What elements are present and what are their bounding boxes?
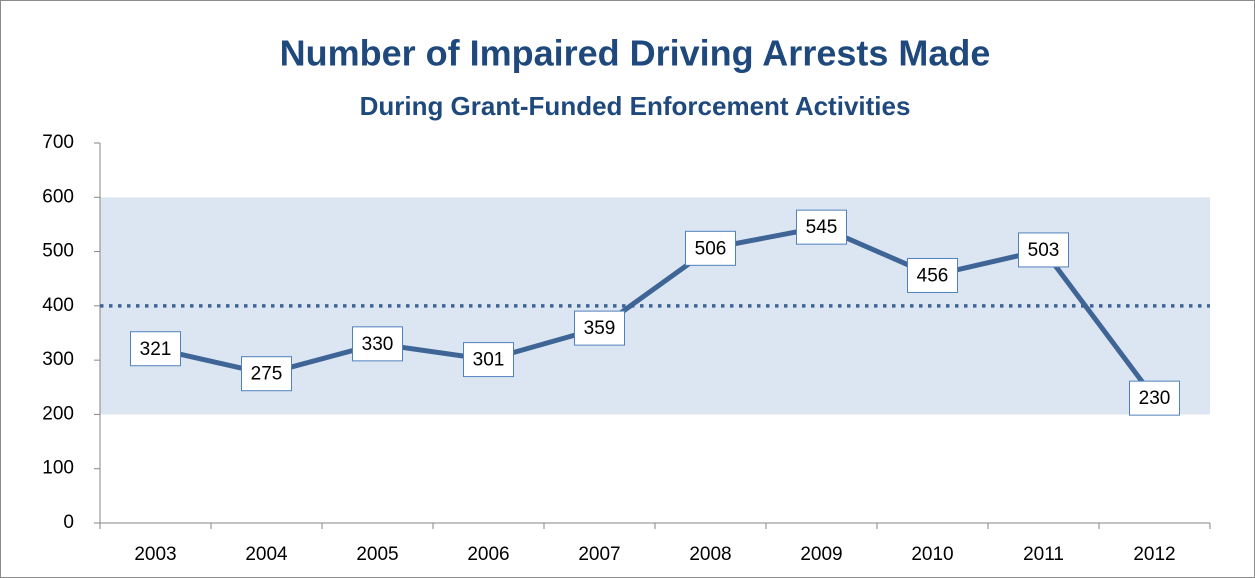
data-label-box	[907, 257, 958, 293]
x-tick-label: 2012	[1133, 544, 1175, 565]
x-tick-label: 2003	[134, 544, 176, 565]
y-tick-label: 0	[63, 512, 74, 533]
data-label: 503	[1028, 240, 1060, 261]
data-label-box	[574, 310, 625, 346]
data-label-box	[1129, 380, 1180, 416]
y-tick-label: 400	[42, 295, 74, 316]
data-label: 330	[362, 334, 394, 355]
x-tick-label: 2007	[578, 544, 620, 565]
x-tick-label: 2004	[245, 544, 288, 565]
data-label-box	[241, 356, 292, 392]
x-tick-label: 2009	[800, 544, 842, 565]
chart-title: Number of Impaired Driving Arrests Made	[280, 33, 991, 74]
y-tick-label: 100	[42, 458, 74, 479]
data-label: 456	[917, 265, 949, 286]
data-label: 230	[1139, 388, 1171, 409]
data-label: 506	[695, 238, 727, 259]
data-label-box	[1018, 232, 1069, 268]
y-tick-label: 600	[42, 186, 74, 207]
data-label-box	[796, 209, 847, 245]
data-label: 301	[473, 350, 505, 371]
data-label: 275	[251, 364, 283, 385]
y-tick-label: 300	[42, 349, 74, 370]
x-tick-label: 2010	[911, 544, 953, 565]
x-tick-label: 2011	[1023, 544, 1064, 565]
data-line	[154, 224, 1157, 400]
data-label: 359	[584, 318, 616, 339]
x-tick-label: 2005	[356, 544, 398, 565]
x-tick-label: 2006	[467, 544, 509, 565]
y-tick-label: 700	[42, 132, 74, 153]
data-label: 321	[140, 339, 172, 360]
data-label-box	[463, 342, 514, 378]
y-tick-label: 200	[42, 403, 74, 424]
chart-subtitle: During Grant-Funded Enforcement Activiti…	[360, 91, 911, 121]
y-tick-label: 500	[42, 241, 74, 262]
data-label-box	[685, 230, 736, 266]
data-label-box	[130, 331, 181, 367]
x-tick-label: 2008	[689, 544, 731, 565]
data-label: 545	[806, 217, 838, 238]
data-label-box	[352, 326, 403, 362]
